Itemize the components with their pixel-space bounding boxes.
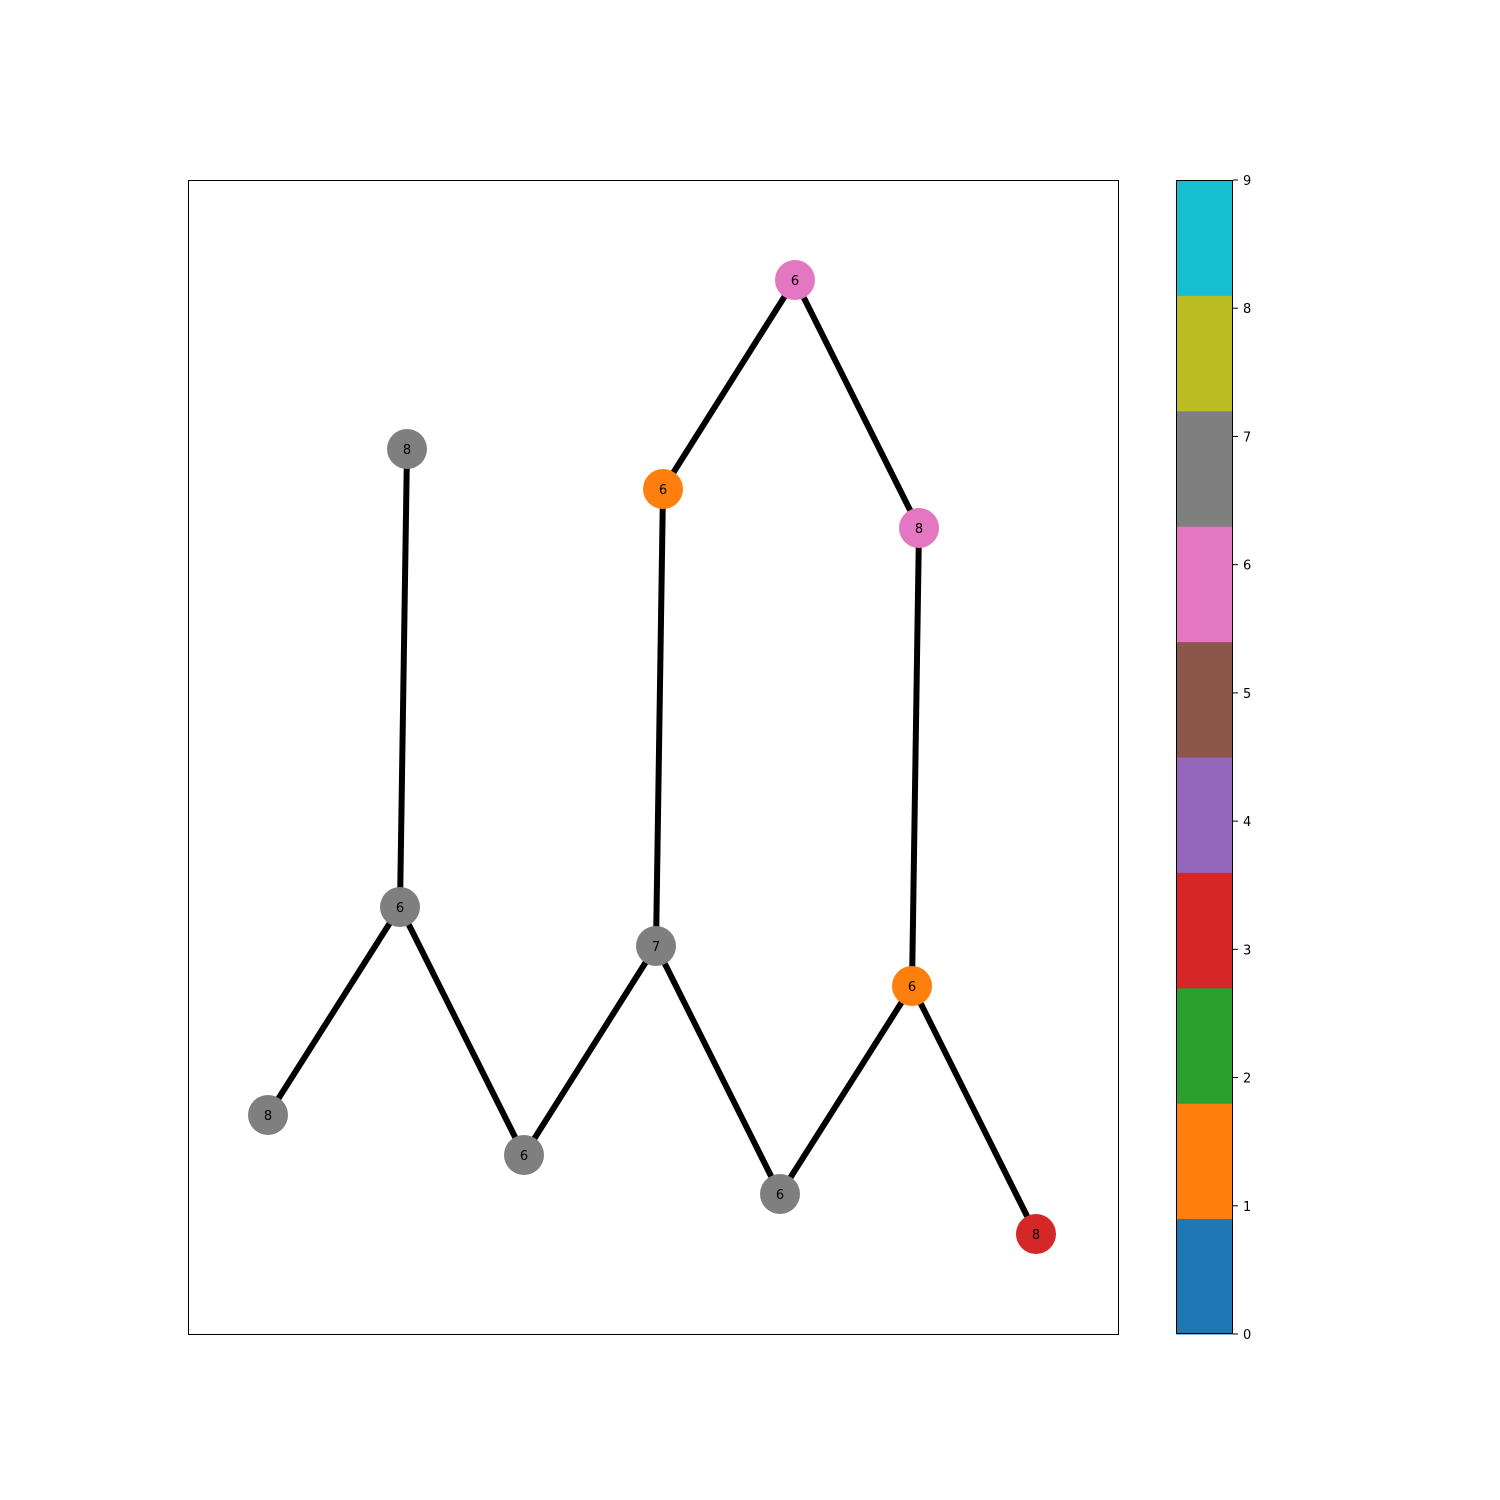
node-circle (1016, 1214, 1056, 1254)
node-circle (892, 966, 932, 1006)
node-circle (775, 260, 815, 300)
node-label: 6 (659, 483, 667, 498)
node-label: 8 (915, 522, 923, 537)
graph-node: 6 (892, 966, 932, 1006)
nodes-layer: 8 6 8 6 7 6 6 8 6 6 8 (248, 260, 1056, 1254)
colorbar-tick-label: 6 (1243, 559, 1251, 574)
graph-node: 8 (248, 1095, 288, 1135)
node-circle (504, 1135, 544, 1175)
colorbar-tick-label: 2 (1243, 1072, 1251, 1087)
colorbar-tick-label: 3 (1243, 943, 1251, 958)
colorbar-tick-label: 7 (1243, 430, 1251, 445)
colorbar-segment (1176, 295, 1233, 412)
node-circle (899, 508, 939, 548)
graph-node: 8 (899, 508, 939, 548)
node-circle (380, 887, 420, 927)
edge-n7-n8 (909, 527, 922, 987)
node-label: 8 (264, 1109, 272, 1124)
node-label: 6 (791, 274, 799, 289)
edge-n8-n10 (909, 984, 1039, 1236)
edge-n4-n5 (653, 488, 666, 947)
node-circle (387, 429, 427, 469)
graph-node: 6 (504, 1135, 544, 1175)
edge-n9-n8 (777, 984, 915, 1196)
edge-n1-n3 (397, 905, 527, 1157)
node-label: 8 (403, 443, 411, 458)
edges-layer (265, 278, 1039, 1236)
colorbar-segment (1176, 757, 1233, 873)
graph-node: 6 (775, 260, 815, 300)
edge-n3-n4 (521, 944, 659, 1157)
edge-n0-n1 (265, 905, 403, 1117)
colorbar-segment (1176, 987, 1233, 1104)
colorbar: 0 1 2 3 4 5 6 7 8 9 (1176, 174, 1251, 1343)
node-label: 6 (520, 1149, 528, 1164)
graph-node: 6 (760, 1174, 800, 1214)
node-circle (643, 469, 683, 509)
edge-n1-n2 (397, 448, 410, 908)
colorbar-segment (1176, 526, 1233, 643)
edge-n5-n6 (660, 278, 798, 491)
colorbar-segment (1176, 410, 1233, 527)
node-circle (248, 1095, 288, 1135)
node-label: 6 (396, 901, 404, 916)
node-circle (636, 926, 676, 966)
node-label: 8 (1032, 1228, 1040, 1243)
colorbar-segment (1176, 180, 1233, 296)
colorbar-segment (1176, 1218, 1233, 1335)
edge-n4-n9 (653, 944, 783, 1196)
colorbar-tick-label: 8 (1243, 302, 1251, 317)
node-circle (760, 1174, 800, 1214)
node-label: 6 (776, 1188, 784, 1203)
node-label: 7 (652, 940, 660, 955)
colorbar-tick-label: 1 (1243, 1200, 1251, 1215)
graph-node: 7 (636, 926, 676, 966)
edge-n6-n7 (792, 278, 922, 530)
colorbar-tick-label: 4 (1243, 815, 1251, 830)
graph-node: 6 (643, 469, 683, 509)
colorbar-tick-label: 9 (1243, 174, 1251, 189)
node-label: 6 (908, 980, 916, 995)
plot-frame (188, 180, 1119, 1335)
colorbar-frame (1176, 180, 1233, 1334)
colorbar-tick-label: 0 (1243, 1328, 1251, 1343)
colorbar-tick-label: 5 (1243, 687, 1251, 702)
colorbar-segment (1176, 641, 1233, 758)
graph-node: 8 (1016, 1214, 1056, 1254)
graph-node: 8 (387, 429, 427, 469)
colorbar-segment (1176, 872, 1233, 989)
colorbar-segment (1176, 1103, 1233, 1220)
graph-node: 6 (380, 887, 420, 927)
